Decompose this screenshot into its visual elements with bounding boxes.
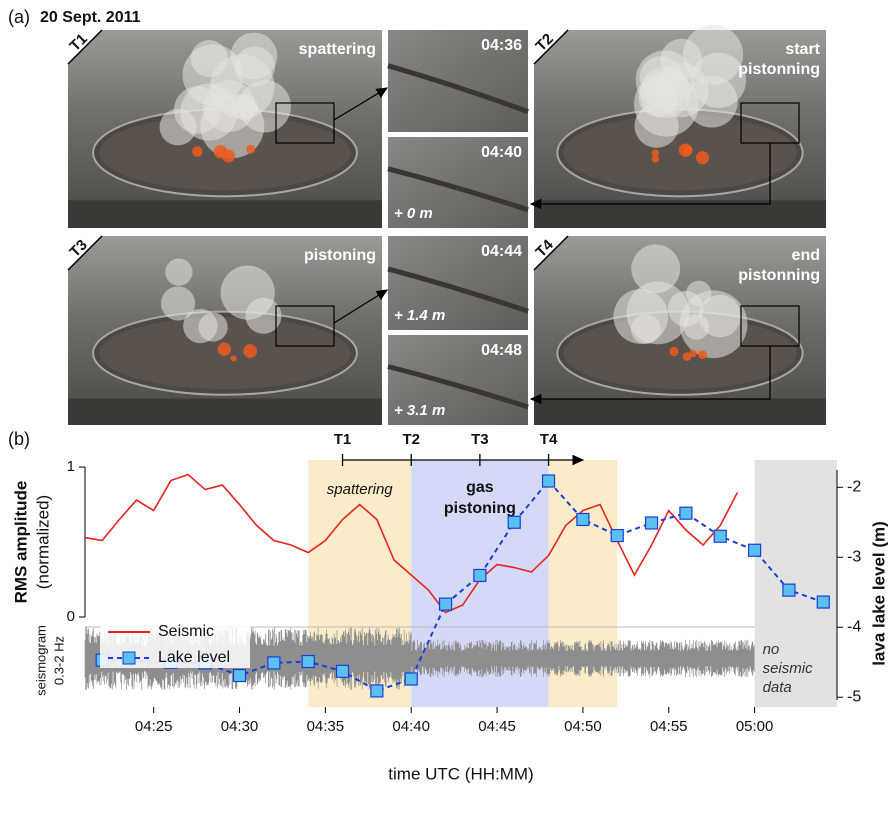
inset-time: 04:44 <box>481 243 522 260</box>
y2-axis-label: lava lake level (m) <box>869 521 888 666</box>
timeline-label: T3 <box>471 431 489 448</box>
lake-level-marker <box>337 665 349 677</box>
inset-level: + 3.1 m <box>394 402 445 419</box>
x-tick-label: 04:30 <box>221 718 259 735</box>
inset-time: 04:36 <box>481 37 522 54</box>
y-axis-sublabel: (normalized) <box>33 495 52 589</box>
x-tick-label: 04:25 <box>135 718 173 735</box>
seismogram-sublabel: 0.3-2 Hz <box>51 636 66 685</box>
figure: (a) 20 Sept. 2011 T1spatteringT2startpis… <box>0 0 893 814</box>
x-tick-label: 05:00 <box>736 718 774 735</box>
y2-tick-label: -5 <box>847 688 861 705</box>
lake-level-marker <box>543 475 555 487</box>
lake-level-marker <box>508 516 520 528</box>
y-axis-label: RMS amplitude <box>11 481 30 604</box>
lake-level-marker <box>783 584 795 596</box>
y2-tick-label: -2 <box>847 479 861 496</box>
lava-glow <box>243 344 257 358</box>
lava-glow <box>218 343 231 356</box>
lava-glow <box>689 350 697 358</box>
lake-level-marker <box>749 544 761 556</box>
inset-time: 04:40 <box>481 144 522 161</box>
lava-glow <box>231 355 237 361</box>
x-tick-label: 04:35 <box>307 718 345 735</box>
lake-level-marker <box>440 598 452 610</box>
lake-level-marker <box>577 513 589 525</box>
y2-tick-label: -3 <box>847 548 861 565</box>
lake-level-marker <box>371 685 383 697</box>
y-tick-label: 0 <box>67 608 75 625</box>
photo-caption: pistoning <box>304 247 376 264</box>
lava-glow <box>696 151 709 164</box>
crater-floor <box>534 399 826 425</box>
timeline-label: T2 <box>402 431 420 448</box>
x-tick-label: 04:45 <box>478 718 516 735</box>
lava-glow <box>669 347 678 356</box>
smoke <box>683 25 743 85</box>
lake-level-marker <box>474 569 486 581</box>
region-label: spattering <box>327 481 394 498</box>
inset-level: + 0 m <box>394 205 433 222</box>
lava-glow <box>222 149 230 157</box>
seismogram-label: seismogram <box>33 625 48 696</box>
lake-level-marker <box>268 657 280 669</box>
lake-level-marker <box>714 530 726 542</box>
x-tick-label: 04:50 <box>564 718 602 735</box>
date: 20 Sept. 2011 <box>40 9 141 26</box>
photo-caption: spattering <box>299 41 376 58</box>
lava-glow <box>246 145 255 154</box>
x-tick-label: 04:40 <box>392 718 430 735</box>
smoke <box>627 281 690 344</box>
timeline-label: T4 <box>540 431 558 448</box>
lava-glow <box>698 350 707 359</box>
crater-floor <box>68 200 382 228</box>
lake-level-marker <box>234 670 246 682</box>
timeline-label: T1 <box>334 431 352 448</box>
smoke <box>221 265 275 319</box>
x-tick-label: 04:55 <box>650 718 688 735</box>
page: { "panel_a": { "label": "(a)", "date": "… <box>0 0 893 814</box>
legend-label: Lake level <box>158 649 230 666</box>
inset-time: 04:48 <box>481 342 522 359</box>
lava-glow <box>651 155 659 163</box>
smoke <box>165 258 192 285</box>
lava-glow <box>192 146 202 156</box>
inset-level: + 1.4 m <box>394 307 445 324</box>
smoke <box>699 295 741 337</box>
lake-level-marker <box>611 530 623 542</box>
x-axis-label: time UTC (HH:MM) <box>388 764 533 783</box>
lake-level-marker <box>302 656 314 668</box>
lake-level-marker <box>646 517 658 529</box>
lava-glow <box>679 143 692 156</box>
lake-level-marker <box>680 507 692 519</box>
smoke <box>199 312 228 341</box>
crater-floor <box>68 399 382 425</box>
lake-level-marker <box>817 596 829 608</box>
y2-tick-label: -4 <box>847 618 861 635</box>
smoke <box>191 40 228 77</box>
legend-marker <box>123 652 135 664</box>
panel-label: (a) <box>8 7 30 27</box>
lake-level-marker <box>405 673 417 685</box>
panel-label: (b) <box>8 429 30 449</box>
legend-label: Seismic <box>158 623 214 640</box>
y-tick-label: 1 <box>67 458 75 475</box>
